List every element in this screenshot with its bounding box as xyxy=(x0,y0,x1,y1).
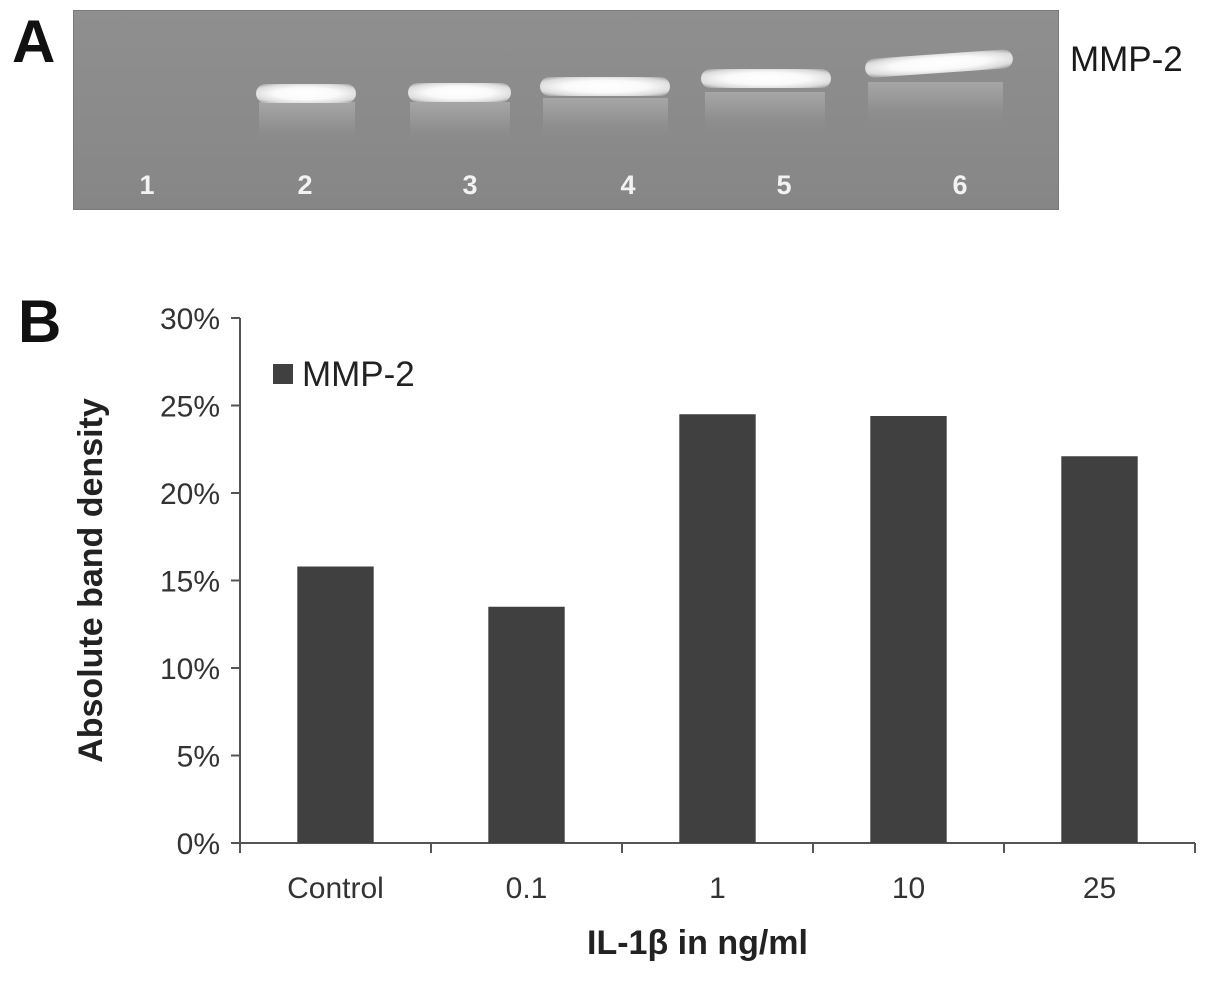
lane-label: 5 xyxy=(776,170,792,200)
y-tick-label: 25% xyxy=(160,391,220,424)
y-tick-label: 5% xyxy=(177,741,220,774)
gel-band xyxy=(408,83,511,102)
x-axis-title: IL-1β in ng/ml xyxy=(587,924,808,962)
y-tick-label: 10% xyxy=(160,653,220,686)
y-axis-title: Absolute band density xyxy=(72,398,110,763)
y-tick-label: 15% xyxy=(160,566,220,599)
lane-label: 1 xyxy=(139,170,155,200)
gel-image: 1 2 3 4 5 6 xyxy=(73,10,1059,210)
y-tick-label: 0% xyxy=(177,828,220,861)
gel-band xyxy=(864,48,1014,79)
bar-control xyxy=(297,566,374,843)
panel-a-letter: A xyxy=(12,8,56,75)
gel-band-label: MMP-2 xyxy=(1070,40,1183,79)
lane-label: 6 xyxy=(952,170,968,200)
gel-band xyxy=(256,84,356,103)
bar-10 xyxy=(870,416,947,843)
gel-smear xyxy=(705,92,825,132)
y-tick-label: 30% xyxy=(160,303,220,336)
legend-label: MMP-2 xyxy=(302,355,415,394)
gel-band xyxy=(701,69,831,88)
gel-smear xyxy=(868,82,1003,122)
x-tick-label: Control xyxy=(287,872,384,905)
x-tick-label: 0.1 xyxy=(506,872,548,905)
lane-label: 4 xyxy=(620,170,636,200)
bar-1 xyxy=(679,414,756,843)
x-tick-label: 10 xyxy=(892,872,925,905)
panel-b-letter: B xyxy=(18,288,62,355)
y-tick-label: 20% xyxy=(160,478,220,511)
gel-band xyxy=(540,77,670,96)
bar-chart: 0% 5% 10% 15% 20% 25% 30% Control 0.1 1 10 25 MMP-… xyxy=(72,303,1196,962)
bar-25 xyxy=(1061,456,1138,843)
lane-label: 3 xyxy=(462,170,478,200)
x-tick-label: 1 xyxy=(709,872,726,905)
bar-0-1 xyxy=(488,606,565,843)
chart-legend: MMP-2 xyxy=(273,355,415,394)
gel-smear xyxy=(410,102,510,142)
gel-smear xyxy=(259,102,355,142)
x-tick-label: 25 xyxy=(1083,872,1116,905)
legend-swatch xyxy=(273,364,293,384)
lane-label: 2 xyxy=(297,170,313,200)
gel-smear xyxy=(543,98,668,138)
